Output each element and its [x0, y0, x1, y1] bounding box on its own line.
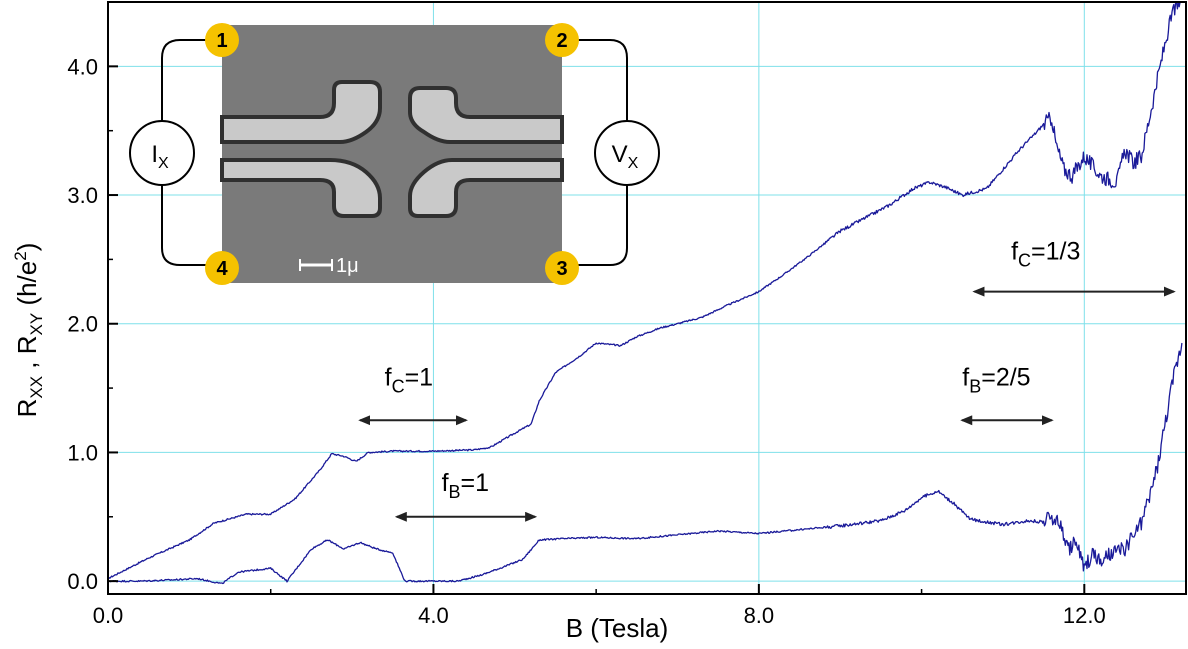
series-line-1 — [107, 1, 1182, 579]
annotations: fC=1 fB=1 fB=2/5 fC=1/3 — [358, 237, 1176, 522]
annotation-label: fC=1/3 — [1011, 237, 1080, 270]
y-axis-title: RXX , RXY (h/e2) — [11, 243, 46, 418]
y-tick-label: 2.0 — [67, 312, 98, 337]
contact-pad-1-label: 1 — [216, 30, 227, 52]
x-tick-label: 8.0 — [744, 603, 775, 628]
scale-bar-label: 1μ — [336, 255, 359, 277]
series-line-2 — [107, 342, 1183, 585]
annotation-label: fB=2/5 — [962, 364, 1030, 397]
x-axis-title: B (Tesla) — [566, 613, 669, 643]
current-source-symbol — [129, 120, 195, 186]
y-tick-label: 0.0 — [67, 569, 98, 594]
plot-frame — [107, 1, 1187, 595]
contact-pad-3-label: 3 — [556, 258, 567, 280]
contact-pad-1 — [205, 23, 239, 57]
right-electrode — [408, 86, 564, 218]
x-tick-label: 0.0 — [93, 603, 124, 628]
x-tick-label: 4.0 — [418, 603, 449, 628]
contact-pad-4 — [205, 251, 239, 285]
voltmeter-symbol — [594, 120, 660, 186]
y-tick-label: 4.0 — [67, 54, 98, 79]
annotation-label: fB=1 — [442, 469, 489, 502]
contact-pad-4-label: 4 — [216, 258, 228, 280]
contact-pad-2-label: 2 — [556, 30, 567, 52]
left-electrode — [220, 80, 382, 218]
annotation-label: fC=1 — [385, 364, 433, 397]
voltmeter-label: VX — [612, 141, 639, 172]
contact-pad-2 — [545, 23, 579, 57]
ticks: 0.0 4.0 8.0 12.0 0.0 1.0 2.0 3.0 4.0 — [67, 54, 1105, 628]
series-layer — [107, 1, 1183, 585]
current-source-label: IX — [151, 141, 169, 172]
sem-micrograph — [222, 25, 562, 283]
y-tick-label: 3.0 — [67, 183, 98, 208]
x-tick-label: 12.0 — [1063, 603, 1106, 628]
y-tick-label: 1.0 — [67, 440, 98, 465]
device-inset: IX VX 1μ 1 2 3 4 — [129, 23, 660, 285]
contact-pad-3 — [545, 251, 579, 285]
